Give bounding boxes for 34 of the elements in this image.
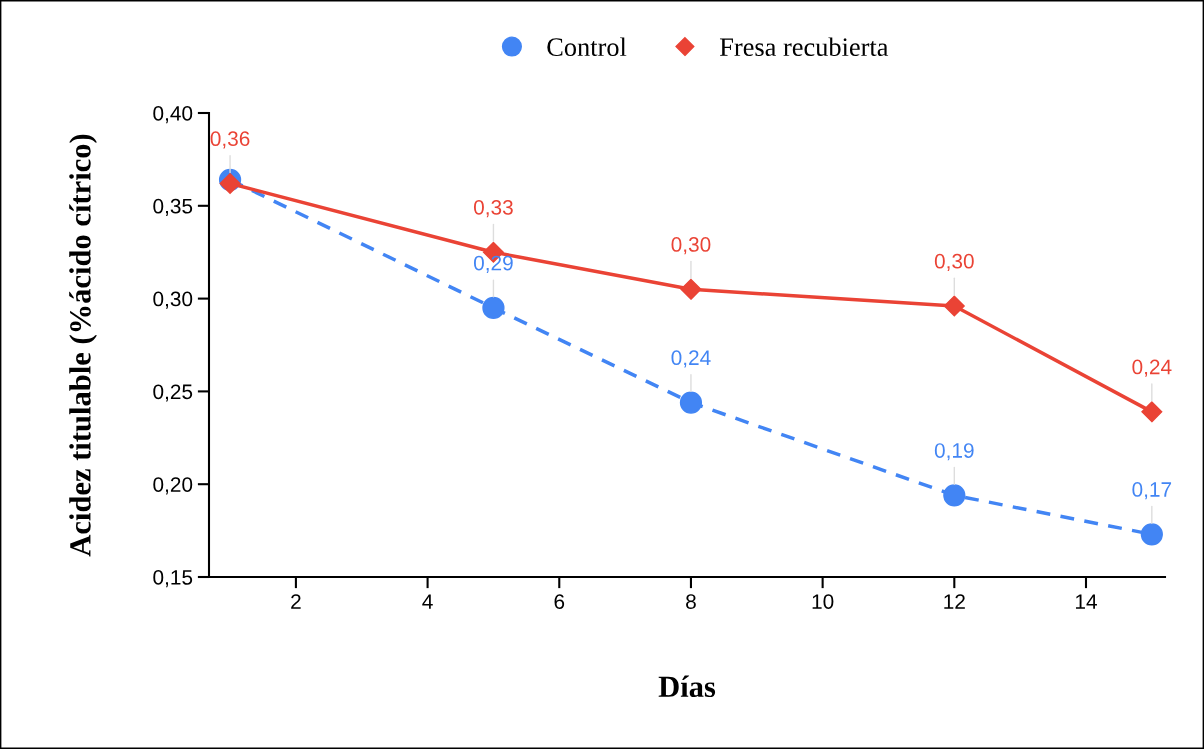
legend-label: Fresa recubierta — [719, 37, 889, 57]
x-tick-label: 12 — [944, 594, 965, 609]
point — [680, 278, 702, 300]
y-tick-label: 0,25 — [153, 384, 193, 402]
data-label: 0,17 — [1132, 482, 1172, 500]
x-axis-title: Días — [658, 675, 716, 698]
data-label: 0,29 — [473, 255, 513, 273]
y-axis-title: Acidez titulable (%ácido cítrico) — [69, 134, 97, 557]
x-tick-label: 6 — [554, 594, 565, 609]
data-label: 0,30 — [934, 253, 974, 272]
point — [943, 295, 965, 317]
x-tick-label: 10 — [812, 594, 834, 609]
legend-label: Control — [547, 37, 627, 57]
x-tick-label: 2 — [291, 594, 301, 609]
data-label: 0,30 — [671, 237, 711, 255]
y-tick-label: 0,40 — [153, 106, 193, 124]
y-tick-label: 0,35 — [153, 198, 193, 217]
y-tick-label: 0,30 — [153, 291, 193, 309]
point — [1141, 401, 1163, 423]
data-label: 0,24 — [1132, 359, 1172, 377]
data-label: 0,36 — [210, 131, 250, 149]
x-tick-label: 8 — [686, 594, 696, 609]
y-tick-label: 0,20 — [153, 477, 193, 495]
y-tick-label: 0,15 — [153, 570, 193, 588]
data-label: 0,33 — [473, 200, 513, 218]
point — [679, 391, 703, 414]
x-tick-label: 14 — [1075, 594, 1097, 609]
point — [943, 484, 966, 507]
point — [219, 173, 241, 195]
x-tick-label: 4 — [422, 594, 433, 609]
data-label: 0,24 — [671, 350, 711, 368]
data-label: 0,19 — [934, 443, 974, 461]
point — [482, 296, 505, 319]
point — [1140, 523, 1163, 546]
